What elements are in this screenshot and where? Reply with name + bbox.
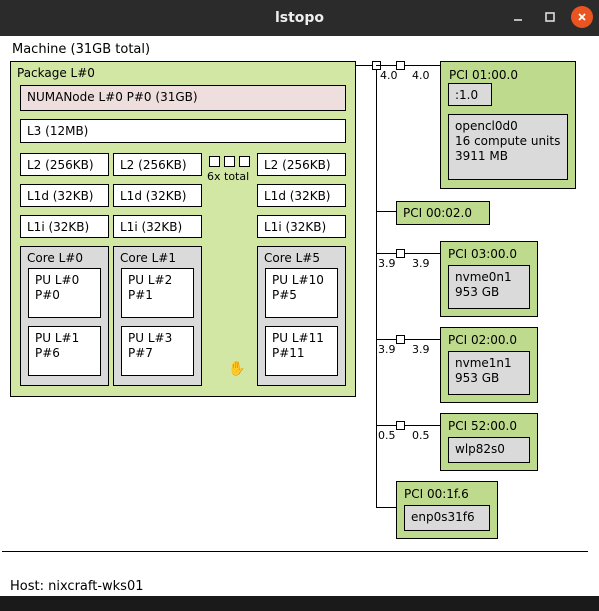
- numa-label: NUMANode L#0 P#0 (31GB): [27, 90, 198, 104]
- link-3.9-a: 3.9: [378, 257, 396, 270]
- l1i-cache-0: L1i (32KB): [20, 215, 109, 238]
- maximize-button[interactable]: [539, 6, 561, 28]
- link-0.5-b: 0.5: [412, 429, 430, 442]
- totals-note: 6x total: [207, 170, 249, 183]
- close-button[interactable]: [571, 6, 593, 28]
- numa-node-box: NUMANode L#0 P#0 (31GB): [20, 85, 346, 111]
- status-host: Host: nixcraft-wks01: [10, 579, 144, 594]
- link-0.5-a: 0.5: [378, 429, 396, 442]
- minimize-button[interactable]: [507, 6, 529, 28]
- pci-02-sub: nvme1n1 953 GB: [448, 351, 530, 395]
- l1i-cache-5: L1i (32KB): [257, 215, 346, 238]
- pci-0002-box: PCI 00:02.0: [396, 201, 490, 225]
- l2-cache-0: L2 (256KB): [20, 153, 109, 176]
- link-4.0-b: 4.0: [412, 69, 430, 82]
- l1i-cache-1: L1i (32KB): [113, 215, 202, 238]
- topology-canvas[interactable]: Package L#0 NUMANode L#0 P#0 (31GB) L3 (…: [8, 61, 588, 571]
- window-title: lstopo: [275, 10, 324, 26]
- l2-cache-1: L2 (256KB): [113, 153, 202, 176]
- pu-2-box: PU L#2 P#1: [121, 268, 194, 318]
- pci-52-sub: wlp82s0: [448, 437, 530, 463]
- pci-001f6-sub: enp0s31f6: [404, 505, 490, 531]
- pu-10-box: PU L#10 P#5: [265, 268, 338, 318]
- pci-01-sub1: :1.0: [448, 83, 492, 106]
- l3-cache-box: L3 (12MB): [20, 119, 346, 143]
- pu-0-box: PU L#0 P#0: [28, 268, 101, 318]
- pu-1-box: PU L#1 P#6: [28, 326, 101, 376]
- titlebar: lstopo: [0, 0, 599, 36]
- package-label: Package L#0: [17, 66, 349, 81]
- pci-03-sub: nvme0n1 953 GB: [448, 265, 530, 309]
- l1d-cache-1: L1d (32KB): [113, 184, 202, 207]
- l2-cache-5: L2 (256KB): [257, 153, 346, 176]
- l1d-cache-5: L1d (32KB): [257, 184, 346, 207]
- pu-3-box: PU L#3 P#7: [121, 326, 194, 376]
- link-3.9-b: 3.9: [412, 257, 430, 270]
- machine-label: Machine (31GB total): [12, 42, 591, 57]
- l3-label: L3 (12MB): [27, 124, 88, 138]
- pci-01-sub2: opencl0d0 16 compute units 3911 MB: [448, 114, 568, 180]
- link-3.9-d: 3.9: [412, 343, 430, 356]
- link-4.0-a: 4.0: [380, 69, 398, 82]
- ellipsis-dots: [209, 156, 250, 167]
- pu-11-box: PU L#11 P#11: [265, 326, 338, 376]
- link-3.9-c: 3.9: [378, 343, 396, 356]
- l1d-cache-0: L1d (32KB): [20, 184, 109, 207]
- content-area: Machine (31GB total) Package L#0 NUMANod…: [0, 36, 599, 596]
